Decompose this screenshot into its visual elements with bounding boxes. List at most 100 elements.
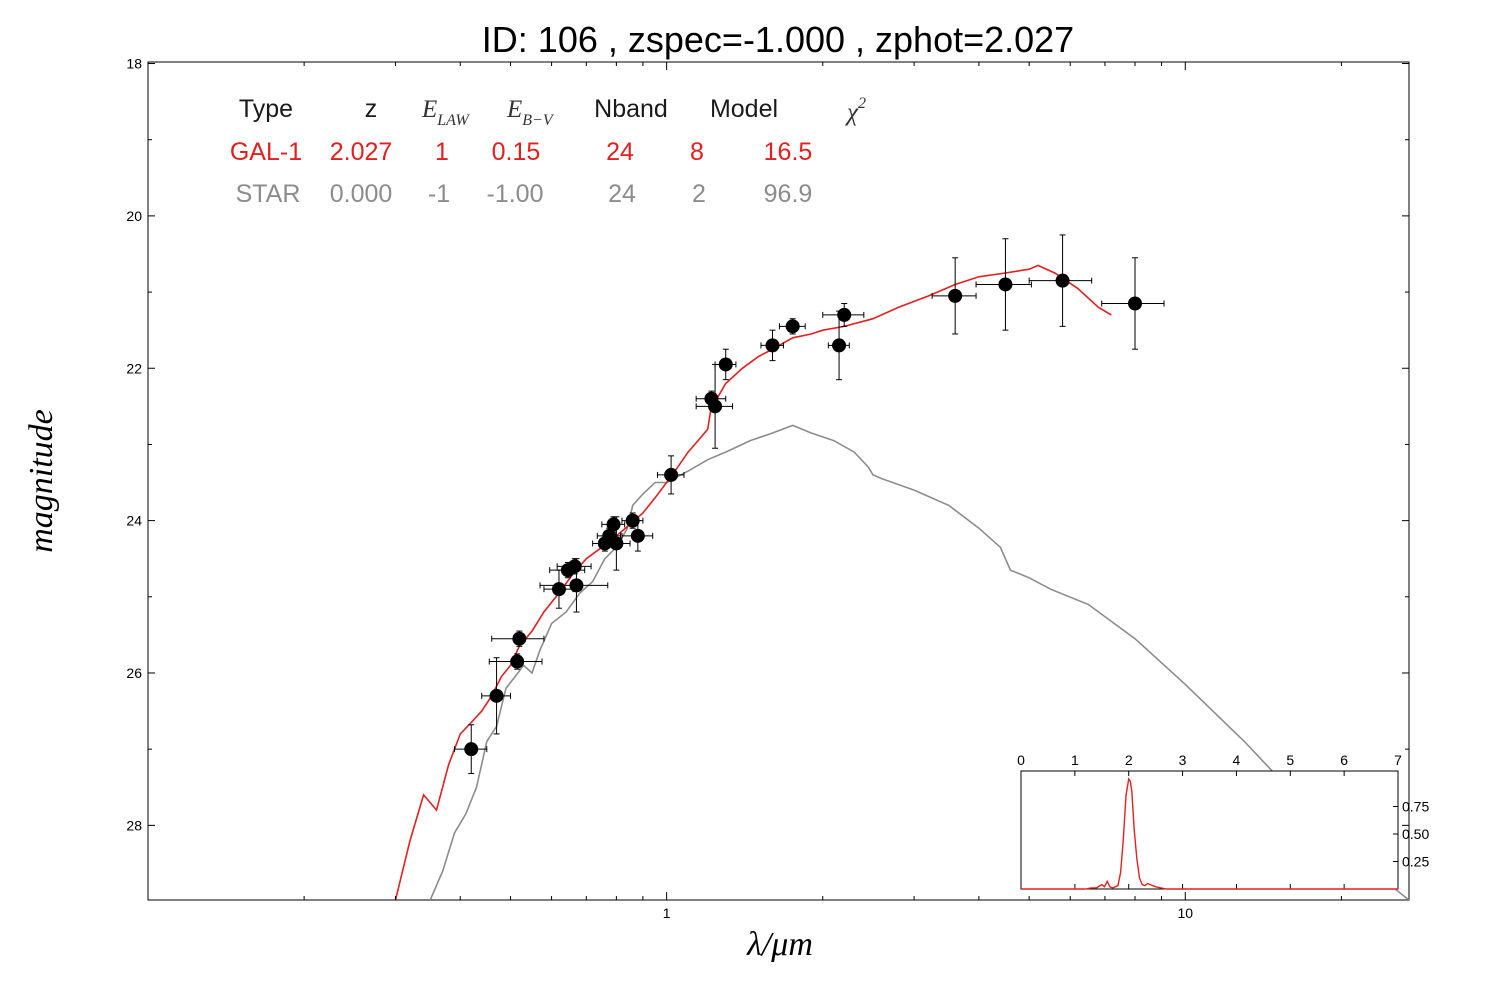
- data-marker: [832, 338, 847, 353]
- data-marker: [625, 513, 640, 528]
- photometry-point: [822, 302, 865, 327]
- data-marker: [464, 742, 479, 757]
- star-z: 0.000: [330, 180, 393, 208]
- data-marker: [837, 307, 852, 322]
- data-marker: [510, 654, 525, 669]
- data-marker: [765, 338, 780, 353]
- data-marker: [948, 288, 963, 303]
- y-tick-label: 26: [126, 665, 142, 681]
- star-model-curve: [429, 424, 1409, 900]
- photometry-point: [695, 363, 734, 449]
- gal-chi2: 16.5: [764, 138, 813, 166]
- table-header-z: z: [365, 95, 378, 123]
- data-marker: [718, 357, 733, 372]
- inset-x-tick-label: 5: [1286, 752, 1294, 768]
- gal-type: GAL-1: [230, 138, 302, 166]
- inset-y-tick-label: 0.50: [1402, 826, 1429, 842]
- data-marker: [1055, 273, 1070, 288]
- pdz-curve: [1021, 777, 1398, 890]
- star-chi2: 96.9: [764, 180, 813, 208]
- photometry-points-layer: [454, 234, 1165, 775]
- star-elaw: -1: [428, 180, 450, 208]
- photometry-point: [481, 657, 512, 735]
- y-tick-label: 18: [126, 56, 142, 72]
- galaxy-model-curve: [394, 264, 1112, 900]
- data-marker: [569, 578, 584, 593]
- data-marker: [609, 536, 624, 551]
- table-row-galaxy: GAL-1 2.027 1 0.15 24 8 16.5: [230, 138, 812, 166]
- inset-x-tick-label: 4: [1233, 752, 1241, 768]
- x-axis-label: λ/μm: [746, 926, 813, 963]
- x-tick-label: 10: [1177, 905, 1193, 921]
- photometry-point: [656, 455, 685, 495]
- data-marker: [606, 517, 621, 532]
- star-type: STAR: [236, 180, 301, 208]
- table-header-model: Model: [710, 95, 778, 123]
- table-row-star: STAR 0.000 -1 -1.00 24 2 96.9: [236, 180, 813, 208]
- fit-table: Type z ELAW EB−V Nband Model χ2 GAL-1 2.…: [230, 95, 866, 208]
- inset-x-tick-label: 3: [1179, 752, 1187, 768]
- figure-title: ID: 106 , zspec=-1.000 , zphot=2.027: [482, 19, 1074, 60]
- star-ebv: -1.00: [487, 180, 544, 208]
- photometry-point: [539, 558, 609, 613]
- gal-ebv: 0.15: [492, 138, 541, 166]
- photometry-point: [621, 520, 654, 552]
- y-tick-label: 20: [126, 208, 142, 224]
- data-marker: [630, 528, 645, 543]
- table-header-type: Type: [239, 95, 293, 123]
- y-tick-label: 28: [126, 817, 142, 833]
- main-plot-frame: [147, 61, 1410, 901]
- star-nband: 24: [608, 180, 636, 208]
- inset-x-tick-label: 0: [1017, 752, 1025, 768]
- photometry-point: [931, 257, 977, 335]
- photometry-point: [975, 238, 1032, 331]
- inset-x-tick-label: 6: [1340, 752, 1348, 768]
- photometry-point: [454, 724, 488, 775]
- photometry-point: [760, 329, 784, 362]
- photometry-point: [488, 653, 543, 670]
- photometry-point: [556, 558, 592, 575]
- x-tick-label: 1: [663, 905, 671, 921]
- data-marker: [664, 467, 679, 482]
- data-marker: [1128, 296, 1143, 311]
- photometry-point: [1101, 257, 1165, 350]
- photometry-point: [778, 318, 806, 335]
- inset-y-tick-label: 0.25: [1402, 854, 1429, 870]
- data-marker: [998, 277, 1013, 292]
- photometry-point: [601, 516, 626, 533]
- photometry-point: [1028, 234, 1093, 327]
- data-marker: [512, 631, 527, 646]
- photometry-point: [601, 516, 631, 571]
- inset-x-tick-label: 7: [1394, 752, 1402, 768]
- data-marker: [785, 319, 800, 334]
- inset-x-tick-label: 2: [1125, 752, 1133, 768]
- gal-model: 8: [690, 138, 704, 166]
- star-model-layer: [429, 424, 1409, 900]
- table-header-nband: Nband: [594, 95, 668, 123]
- y-axis-label: magnitude: [23, 409, 60, 553]
- inset-axis-ticks: 0 1 2 3 4 5 6 7 0.25 0.50 0.75: [1017, 752, 1429, 889]
- star-model: 2: [692, 180, 706, 208]
- table-header-chi2: χ2: [845, 95, 866, 126]
- y-tick-label: 22: [126, 360, 142, 376]
- data-marker: [708, 399, 723, 414]
- data-marker: [489, 688, 504, 703]
- data-marker: [551, 582, 566, 597]
- inset-y-tick-label: 0.75: [1402, 799, 1429, 815]
- y-tick-label: 24: [126, 513, 142, 529]
- table-header-ebv: EB−V: [506, 96, 555, 129]
- photometry-point: [714, 348, 737, 381]
- inset-x-tick-label: 1: [1071, 752, 1079, 768]
- inset-pdz-line-layer: [1021, 777, 1398, 890]
- gal-nband: 24: [606, 138, 634, 166]
- gal-elaw: 1: [435, 138, 449, 166]
- inset-plot-frame: [1020, 770, 1399, 890]
- table-header-elaw: ELAW: [421, 96, 470, 129]
- pdz-inset: 0 1 2 3 4 5 6 7 0.25 0.50 0.75: [1017, 752, 1429, 890]
- galaxy-model-layer: [394, 264, 1112, 900]
- gal-z: 2.027: [330, 138, 393, 166]
- photometry-point: [491, 630, 545, 647]
